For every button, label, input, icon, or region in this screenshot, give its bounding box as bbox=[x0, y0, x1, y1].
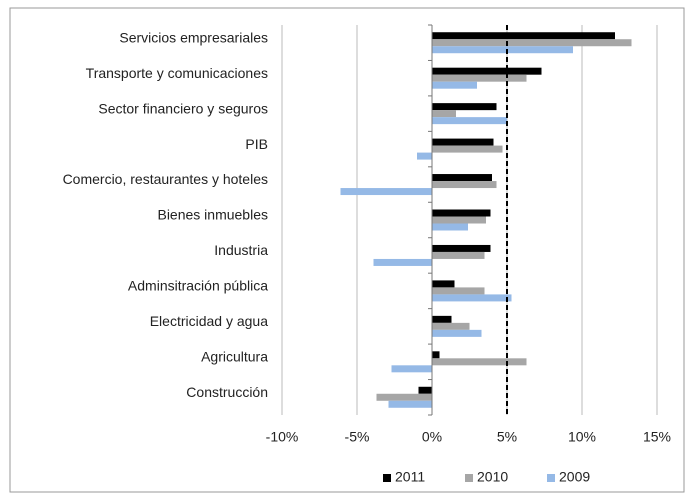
legend-swatch bbox=[383, 474, 391, 482]
y-tick-label: Servicios empresariales bbox=[119, 29, 268, 45]
bar bbox=[432, 39, 632, 47]
bar bbox=[432, 74, 527, 82]
bar bbox=[432, 244, 491, 252]
x-tick-label: -10% bbox=[266, 429, 299, 445]
bar bbox=[432, 32, 615, 40]
bar bbox=[432, 138, 494, 146]
bar bbox=[432, 329, 482, 337]
bar bbox=[432, 287, 485, 295]
legend-label: 2009 bbox=[559, 469, 590, 485]
bar bbox=[340, 188, 432, 196]
x-tick-label: 0% bbox=[422, 429, 442, 445]
y-tick-label: Adminsitración pública bbox=[128, 278, 268, 294]
legend-label: 2011 bbox=[395, 469, 425, 485]
y-tick-label: Transporte y comunicaciones bbox=[86, 65, 268, 81]
y-tick-label: Construcción bbox=[186, 384, 268, 400]
bar bbox=[432, 145, 503, 153]
bar bbox=[432, 181, 497, 189]
legend-swatch bbox=[547, 474, 555, 482]
bar bbox=[432, 46, 573, 54]
bar bbox=[376, 393, 432, 401]
bar bbox=[388, 400, 432, 408]
bar bbox=[432, 216, 486, 224]
bar bbox=[432, 358, 527, 366]
bar bbox=[418, 386, 432, 394]
bar bbox=[391, 365, 432, 373]
y-tick-label: Sector financiero y seguros bbox=[98, 100, 268, 116]
bar bbox=[432, 103, 497, 111]
bar bbox=[373, 258, 432, 266]
x-tick-label: 5% bbox=[497, 429, 517, 445]
y-tick-label: PIB bbox=[245, 136, 268, 152]
bar bbox=[432, 67, 542, 75]
bar bbox=[432, 322, 470, 330]
bar bbox=[432, 174, 492, 182]
bar bbox=[417, 152, 432, 160]
x-tick-label: 15% bbox=[643, 429, 671, 445]
x-tick-label: -5% bbox=[345, 429, 370, 445]
y-tick-label: Bienes inmuebles bbox=[157, 207, 268, 223]
bar bbox=[432, 117, 507, 125]
y-tick-label: Electricidad y agua bbox=[150, 313, 269, 329]
bar bbox=[432, 110, 456, 118]
bar bbox=[432, 251, 485, 259]
legend-swatch bbox=[465, 474, 473, 482]
bar bbox=[432, 223, 468, 231]
bar bbox=[432, 280, 455, 288]
y-tick-label: Comercio, restaurantes y hoteles bbox=[63, 171, 268, 187]
bar bbox=[432, 294, 512, 302]
y-tick-label: Agricultura bbox=[201, 349, 268, 365]
x-tick-label: 10% bbox=[568, 429, 596, 445]
chart-frame bbox=[9, 7, 685, 493]
bar bbox=[432, 315, 452, 323]
bar bbox=[432, 81, 477, 89]
y-tick-label: Industria bbox=[214, 242, 268, 258]
legend-label: 2010 bbox=[477, 469, 508, 485]
bar bbox=[432, 209, 491, 217]
bar bbox=[432, 351, 440, 359]
